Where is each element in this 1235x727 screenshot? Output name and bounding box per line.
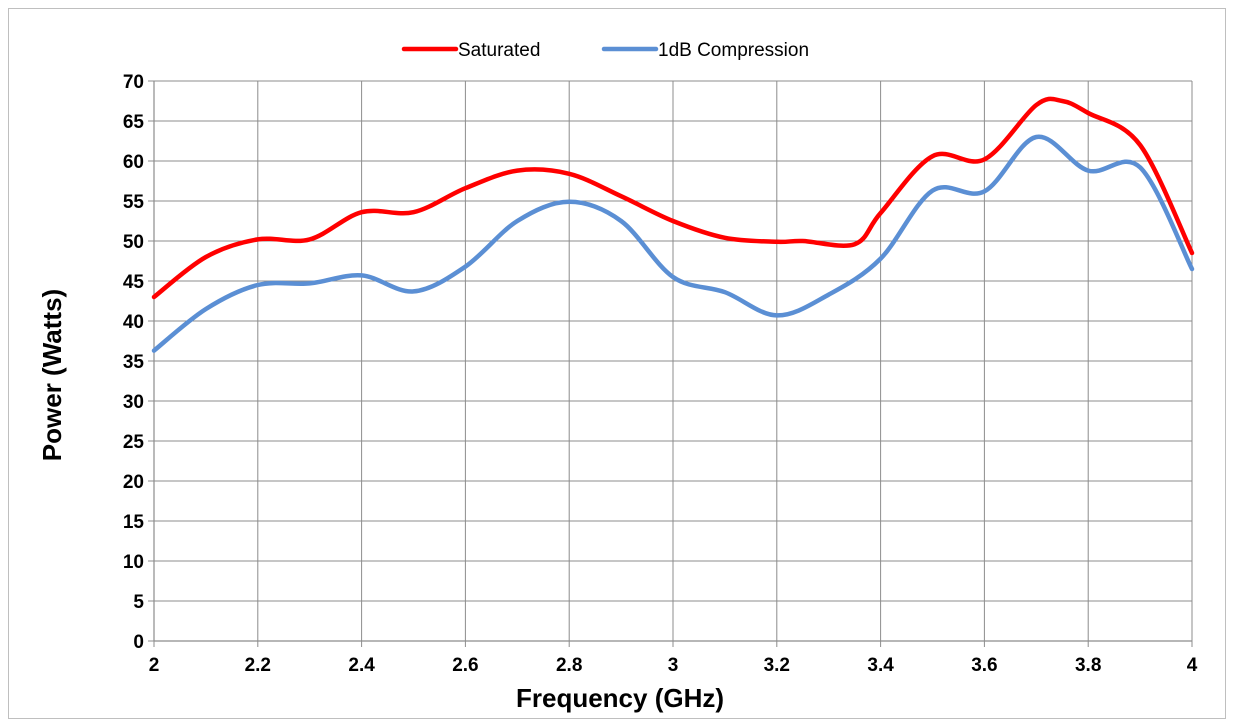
y-tick-label: 35 (123, 352, 145, 373)
y-axis-title: Power (Watts) (37, 289, 67, 461)
x-tick-label: 3.4 (867, 655, 894, 676)
y-tick-label: 25 (123, 432, 145, 453)
legend-label-saturated: Saturated (458, 40, 540, 61)
x-tick-label: 3.2 (764, 655, 790, 676)
y-tick-label: 15 (123, 512, 145, 533)
x-tick-label: 4 (1187, 655, 1198, 676)
y-tick-label: 30 (123, 392, 144, 413)
y-tick-label: 60 (123, 152, 144, 173)
legend: Saturated 1dB Compression (401, 40, 809, 61)
x-tick-label: 2.6 (452, 655, 478, 676)
gridlines (148, 80, 1193, 647)
x-axis-title: Frequency (GHz) (516, 683, 724, 713)
legend-label-1db-compression: 1dB Compression (658, 40, 809, 61)
series-line-1db-compression (151, 134, 1195, 353)
y-tick-label: 45 (123, 272, 145, 293)
y-tick-label: 55 (123, 192, 145, 213)
chart-frame: 0 5 10 15 20 25 30 35 40 45 50 55 60 65 70 2 2.2 2.4 2.6 2.… (8, 8, 1226, 719)
x-tick-label: 2 (149, 655, 160, 676)
series-lines (151, 96, 1195, 353)
x-tick-label: 2.4 (348, 655, 375, 676)
x-tick-label: 3.8 (1075, 655, 1101, 676)
series-line-saturated (151, 96, 1195, 300)
y-tick-label: 40 (123, 312, 144, 333)
y-tick-label: 65 (123, 112, 145, 133)
y-tick-label: 70 (123, 72, 144, 93)
x-tick-label: 2.8 (556, 655, 582, 676)
y-tick-label: 5 (133, 592, 144, 613)
x-tick-label: 3 (668, 655, 679, 676)
y-tick-label: 10 (123, 552, 144, 573)
line-chart: 0 5 10 15 20 25 30 35 40 45 50 55 60 65 70 2 2.2 2.4 2.6 2.… (37, 40, 1198, 713)
x-tick-label: 2.2 (245, 655, 271, 676)
tick-labels: 0 5 10 15 20 25 30 35 40 45 50 55 60 65 70 2 2.2 2.4 2.6 2.… (123, 72, 1198, 676)
y-tick-label: 20 (123, 472, 144, 493)
y-tick-label: 0 (133, 632, 144, 653)
x-tick-label: 3.6 (971, 655, 997, 676)
y-tick-label: 50 (123, 232, 144, 253)
